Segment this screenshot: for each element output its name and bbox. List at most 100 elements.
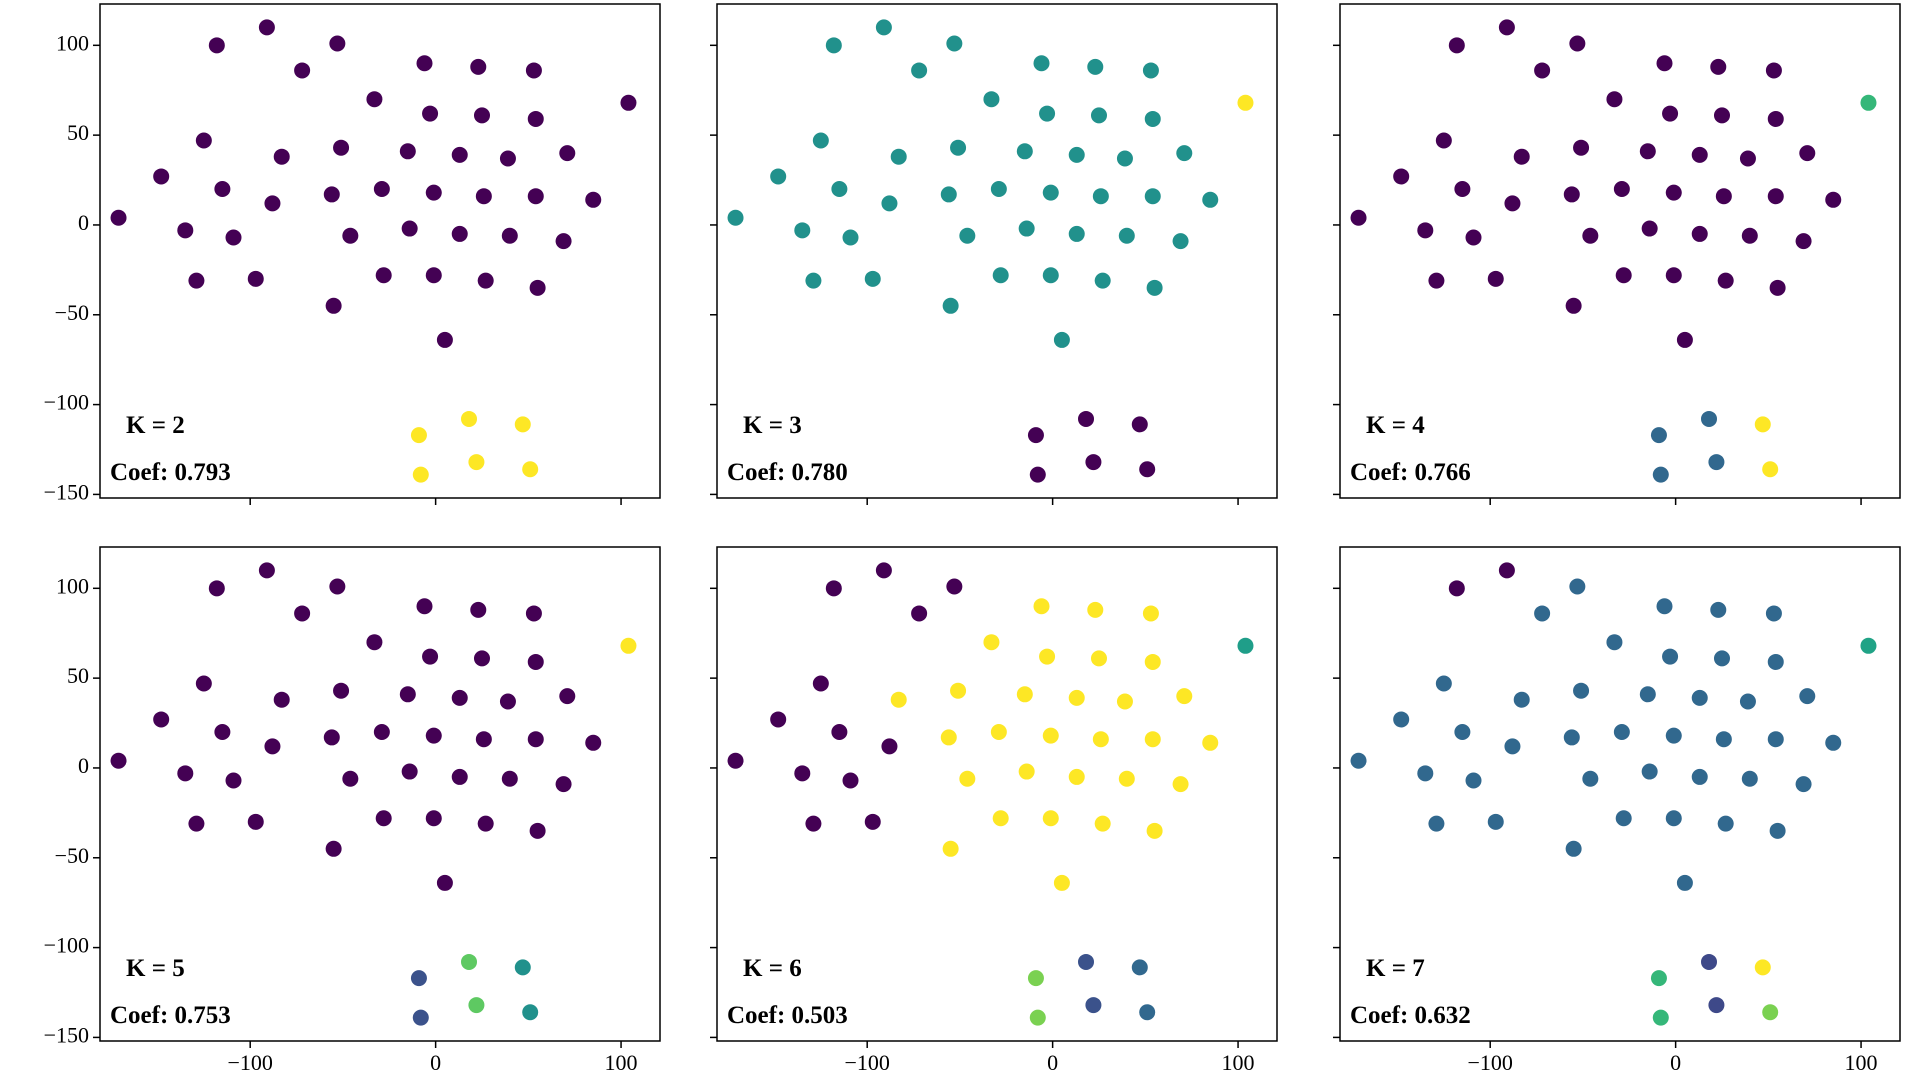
point	[805, 815, 822, 832]
point	[1116, 150, 1133, 167]
point	[1350, 209, 1367, 226]
point	[1606, 634, 1623, 651]
point	[1765, 62, 1782, 79]
plot-frame	[1339, 3, 1901, 499]
point	[950, 682, 967, 699]
x-tick-label: 0	[1670, 1050, 1681, 1075]
y-tick-label: 0	[78, 210, 89, 235]
point	[1027, 970, 1044, 987]
point	[329, 35, 346, 52]
point	[323, 729, 340, 746]
point	[273, 691, 290, 708]
point	[1534, 62, 1551, 79]
point	[727, 209, 744, 226]
point	[1172, 233, 1189, 250]
point	[1665, 184, 1682, 201]
point	[1039, 105, 1056, 122]
point	[188, 815, 205, 832]
point	[373, 724, 390, 741]
point	[225, 772, 242, 789]
point	[225, 229, 242, 246]
point	[942, 297, 959, 314]
point	[805, 272, 822, 289]
point	[1754, 416, 1771, 433]
point	[959, 227, 976, 244]
point	[1487, 813, 1504, 830]
point	[1068, 225, 1085, 242]
point	[1615, 810, 1632, 827]
point	[527, 188, 544, 205]
point	[1639, 686, 1656, 703]
x-tick-label: −100	[227, 1050, 272, 1075]
point	[842, 229, 859, 246]
y-tick-label: −100	[44, 933, 89, 958]
plot-frame	[99, 546, 661, 1042]
point	[1563, 729, 1580, 746]
point	[412, 466, 429, 483]
point	[1448, 580, 1465, 597]
point	[1176, 145, 1193, 162]
point	[585, 191, 602, 208]
y-tick-label: 0	[78, 753, 89, 778]
point	[401, 220, 418, 237]
point	[1042, 810, 1059, 827]
plot-frame	[99, 3, 661, 499]
point	[1701, 410, 1718, 427]
point	[950, 139, 967, 156]
point	[770, 711, 787, 728]
point	[990, 181, 1007, 198]
point	[770, 168, 787, 185]
point	[1710, 58, 1727, 75]
point	[1676, 331, 1693, 348]
point	[473, 107, 490, 124]
point	[911, 605, 928, 622]
point	[1131, 416, 1148, 433]
point	[1078, 953, 1095, 970]
point	[875, 562, 892, 579]
point	[451, 146, 468, 163]
point	[1087, 601, 1104, 618]
point	[1504, 195, 1521, 212]
y-tick-label: −100	[44, 390, 89, 415]
point	[522, 1004, 539, 1021]
point	[451, 768, 468, 785]
point	[451, 689, 468, 706]
point	[1053, 874, 1070, 891]
point	[325, 297, 342, 314]
point	[881, 195, 898, 212]
point	[1118, 227, 1135, 244]
point	[325, 840, 342, 857]
point	[1652, 1009, 1669, 1026]
point	[1033, 598, 1050, 615]
point	[1606, 91, 1623, 108]
point	[1042, 267, 1059, 284]
point	[1799, 688, 1816, 705]
point	[1465, 229, 1482, 246]
point	[425, 267, 442, 284]
point	[1691, 689, 1708, 706]
point	[1146, 279, 1163, 296]
point	[436, 331, 453, 348]
point	[1018, 763, 1035, 780]
point	[258, 19, 275, 36]
point	[1428, 272, 1445, 289]
point	[1769, 822, 1786, 839]
point	[1665, 267, 1682, 284]
point	[1144, 731, 1161, 748]
point	[842, 772, 859, 789]
point	[410, 970, 427, 987]
point	[451, 225, 468, 242]
point	[983, 91, 1000, 108]
point	[1691, 146, 1708, 163]
point	[1237, 637, 1254, 654]
point	[1582, 770, 1599, 787]
point	[153, 168, 170, 185]
point	[1033, 55, 1050, 72]
point	[1435, 675, 1452, 692]
y-tick-label: −50	[55, 300, 89, 325]
point	[333, 139, 350, 156]
point	[890, 691, 907, 708]
y-tick-label: −50	[55, 843, 89, 868]
point	[1513, 148, 1530, 165]
x-tick-label: 100	[1222, 1050, 1255, 1075]
